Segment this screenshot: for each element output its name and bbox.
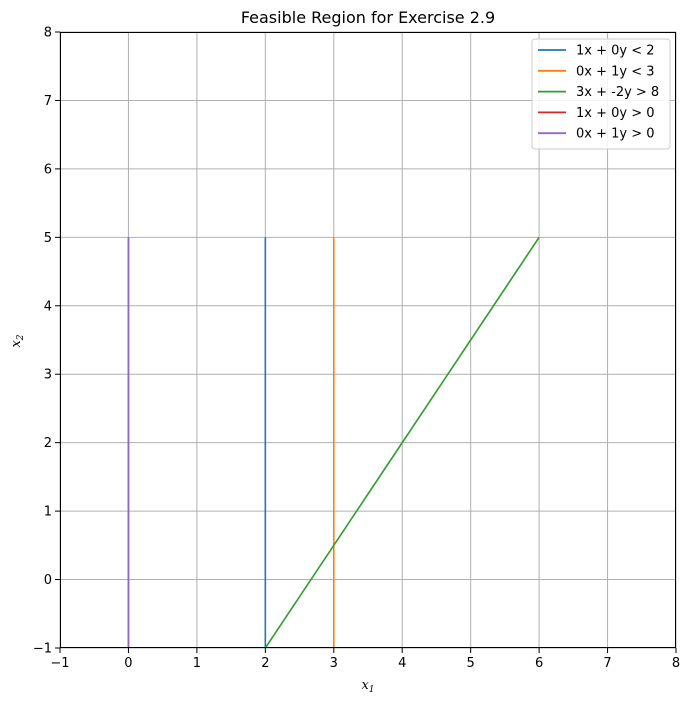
y-tick-label: 8 (44, 26, 52, 41)
x-tick-label: −1 (50, 656, 69, 671)
x-tick-label: 5 (467, 656, 475, 671)
legend-label-2: 0x + 1y < 3 (576, 64, 655, 79)
y-axis: −1 0 1 2 3 4 5 6 7 8 (33, 26, 60, 657)
legend-label-5: 0x + 1y > 0 (576, 127, 655, 142)
legend-label-4: 1x + 0y > 0 (576, 106, 655, 121)
y-tick-label: −1 (33, 642, 52, 657)
y-tick-label: 6 (44, 162, 52, 177)
x-axis-label: x1 (361, 678, 374, 695)
x-axis: −1 0 1 2 3 4 5 6 7 8 (50, 648, 680, 671)
y-tick-label: 3 (44, 368, 52, 383)
y-tick-label: 4 (44, 299, 52, 314)
y-tick-label: 0 (44, 573, 52, 588)
legend: 1x + 0y < 2 0x + 1y < 3 3x + -2y > 8 1x + 0… (531, 38, 671, 150)
y-tick-label: 1 (44, 505, 52, 520)
legend-box (531, 38, 671, 150)
x-tick-label: 8 (672, 656, 680, 671)
x-tick-label: 4 (398, 656, 406, 671)
y-tick-label: 2 (44, 436, 52, 451)
plot-frame (60, 32, 676, 648)
y-axis-label: x2 (9, 334, 26, 347)
chart-title: Feasible Region for Exercise 2.9 (241, 8, 495, 27)
x-tick-label: 1 (193, 656, 201, 671)
legend-label-3: 3x + -2y > 8 (576, 85, 659, 100)
y-tick-label: 7 (44, 94, 52, 109)
x-tick-label: 7 (603, 656, 611, 671)
x-tick-label: 0 (124, 656, 132, 671)
legend-label-1: 1x + 0y < 2 (576, 44, 655, 59)
series-layer (127, 236, 540, 649)
x-tick-label: 2 (261, 656, 269, 671)
x-tick-label: 6 (535, 656, 543, 671)
x-tick-label: 3 (330, 656, 338, 671)
y-tick-label: 5 (44, 231, 52, 246)
series-line-3 (264, 236, 540, 649)
